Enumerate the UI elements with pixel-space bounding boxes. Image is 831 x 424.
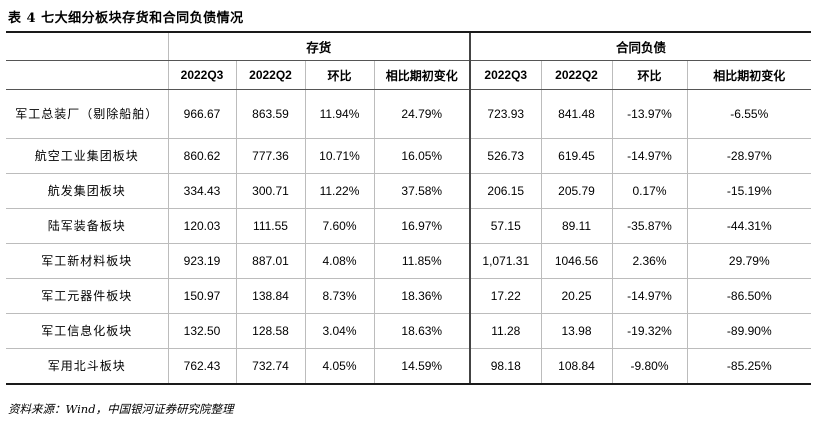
cl-qoq-cell: -13.97%	[611, 89, 688, 139]
inv-ytd-cell: 16.05%	[373, 138, 471, 174]
table-title: 表 4 七大细分板块存货和合同负债情况	[8, 11, 244, 26]
inv-qoq-cell: 11.22%	[304, 173, 375, 209]
inv-qoq-cell: 3.04%	[304, 313, 375, 349]
cl-qoq-cell: -19.32%	[611, 313, 688, 349]
inv-q3-cell: 966.67	[167, 89, 237, 139]
column-header-row: 2022Q3 2022Q2 环比 相比期初变化 2022Q3 2022Q2 环比…	[6, 60, 812, 90]
cl-q2-cell: 20.25	[540, 278, 613, 314]
inv-q2-cell: 887.01	[235, 243, 306, 279]
inv-q3-cell: 860.62	[167, 138, 237, 174]
inv-ytd-cell: 14.59%	[373, 348, 471, 385]
inv-q3-cell: 334.43	[167, 173, 237, 209]
row-name: 军用北斗板块	[6, 348, 169, 385]
cl-q3-cell: 723.93	[469, 89, 542, 139]
cl-q2-cell: 13.98	[540, 313, 613, 349]
corner-cell-2	[6, 60, 169, 90]
cl-ytd-cell: -15.19%	[686, 173, 812, 209]
table-row: 航发集团板块 334.43 300.71 11.22% 37.58% 206.1…	[6, 173, 812, 209]
cl-ytd-cell: -86.50%	[686, 278, 812, 314]
row-name: 航空工业集团板块	[6, 138, 169, 174]
row-name: 军工新材料板块	[6, 243, 169, 279]
cl-q3-cell: 526.73	[469, 138, 542, 174]
inv-qoq-cell: 7.60%	[304, 208, 375, 244]
cl-qoq-cell: -9.80%	[611, 348, 688, 385]
table-row: 航空工业集团板块 860.62 777.36 10.71% 16.05% 526…	[6, 138, 812, 174]
cl-q2-cell: 619.45	[540, 138, 613, 174]
inv-q3-cell: 762.43	[167, 348, 237, 385]
inv-q2-cell: 300.71	[235, 173, 306, 209]
inv-ytd-cell: 18.63%	[373, 313, 471, 349]
inv-qoq-cell: 8.73%	[304, 278, 375, 314]
cl-ytd-cell: -85.25%	[686, 348, 812, 385]
cl-qoq-cell: -14.97%	[611, 278, 688, 314]
group-header-row: 存货 合同负债	[6, 31, 812, 61]
inv-ytd-cell: 18.36%	[373, 278, 471, 314]
cl-q2-cell: 841.48	[540, 89, 613, 139]
table-row: 军工总装厂（剔除船舶） 966.67 863.59 11.94% 24.79% …	[6, 89, 812, 139]
cl-q3-cell: 206.15	[469, 173, 542, 209]
inv-q3-cell: 150.97	[167, 278, 237, 314]
col-header-inv-qoq: 环比	[304, 60, 375, 90]
group-header-contract-liabilities: 合同负债	[469, 31, 812, 61]
inv-ytd-cell: 16.97%	[373, 208, 471, 244]
col-header-inv-q2: 2022Q2	[235, 60, 306, 90]
inv-q3-cell: 923.19	[167, 243, 237, 279]
cl-qoq-cell: 0.17%	[611, 173, 688, 209]
row-name: 航发集团板块	[6, 173, 169, 209]
cl-q3-cell: 17.22	[469, 278, 542, 314]
inv-qoq-cell: 11.94%	[304, 89, 375, 139]
cl-q2-cell: 89.11	[540, 208, 613, 244]
cl-ytd-cell: -89.90%	[686, 313, 812, 349]
inv-q2-cell: 128.58	[235, 313, 306, 349]
inv-q2-cell: 732.74	[235, 348, 306, 385]
cl-qoq-cell: 2.36%	[611, 243, 688, 279]
cl-q3-cell: 98.18	[469, 348, 542, 385]
source-note: 资料来源：Wind，中国银河证券研究院整理	[8, 402, 234, 416]
cl-ytd-cell: -6.55%	[686, 89, 812, 139]
inv-q2-cell: 138.84	[235, 278, 306, 314]
cl-ytd-cell: 29.79%	[686, 243, 812, 279]
row-name: 军工元器件板块	[6, 278, 169, 314]
cl-qoq-cell: -14.97%	[611, 138, 688, 174]
inv-q3-cell: 120.03	[167, 208, 237, 244]
col-header-inv-ytd: 相比期初变化	[373, 60, 471, 90]
col-header-cl-ytd: 相比期初变化	[686, 60, 812, 90]
row-name: 军工信息化板块	[6, 313, 169, 349]
inv-q2-cell: 111.55	[235, 208, 306, 244]
col-header-cl-qoq: 环比	[611, 60, 688, 90]
col-header-cl-q2: 2022Q2	[540, 60, 613, 90]
group-header-inventory: 存货	[167, 31, 471, 61]
cl-q2-cell: 1046.56	[540, 243, 613, 279]
corner-cell	[6, 31, 169, 61]
cl-ytd-cell: -44.31%	[686, 208, 812, 244]
cl-q2-cell: 108.84	[540, 348, 613, 385]
table-row: 军用北斗板块 762.43 732.74 4.05% 14.59% 98.18 …	[6, 348, 812, 385]
inv-ytd-cell: 24.79%	[373, 89, 471, 139]
col-header-inv-q3: 2022Q3	[167, 60, 237, 90]
cl-ytd-cell: -28.97%	[686, 138, 812, 174]
table-row: 军工信息化板块 132.50 128.58 3.04% 18.63% 11.28…	[6, 313, 812, 349]
table-row: 陆军装备板块 120.03 111.55 7.60% 16.97% 57.15 …	[6, 208, 812, 244]
inv-q2-cell: 863.59	[235, 89, 306, 139]
data-table: 存货 合同负债 2022Q3 2022Q2 环比 相比期初变化 2022Q3 2…	[6, 31, 812, 385]
col-header-cl-q3: 2022Q3	[469, 60, 542, 90]
row-name: 陆军装备板块	[6, 208, 169, 244]
inv-q3-cell: 132.50	[167, 313, 237, 349]
cl-q3-cell: 57.15	[469, 208, 542, 244]
row-name: 军工总装厂（剔除船舶）	[6, 89, 169, 139]
inv-ytd-cell: 37.58%	[373, 173, 471, 209]
cl-q2-cell: 205.79	[540, 173, 613, 209]
inv-qoq-cell: 4.08%	[304, 243, 375, 279]
table-row: 军工元器件板块 150.97 138.84 8.73% 18.36% 17.22…	[6, 278, 812, 314]
cl-qoq-cell: -35.87%	[611, 208, 688, 244]
table-row: 军工新材料板块 923.19 887.01 4.08% 11.85% 1,071…	[6, 243, 812, 279]
inv-qoq-cell: 4.05%	[304, 348, 375, 385]
inv-qoq-cell: 10.71%	[304, 138, 375, 174]
inv-q2-cell: 777.36	[235, 138, 306, 174]
cl-q3-cell: 1,071.31	[469, 243, 542, 279]
cl-q3-cell: 11.28	[469, 313, 542, 349]
inv-ytd-cell: 11.85%	[373, 243, 471, 279]
